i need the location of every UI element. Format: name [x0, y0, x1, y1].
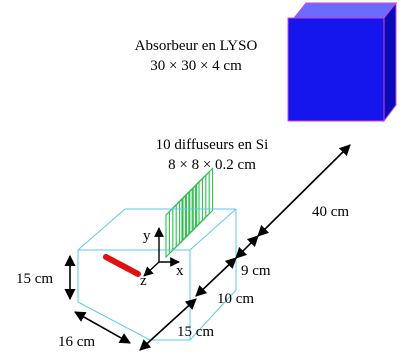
y-axis-label: y [143, 228, 151, 244]
absorber-slab [287, 1, 398, 123]
source-box [77, 208, 237, 341]
scatterer-stack [165, 167, 214, 259]
box-width-arrow [74, 311, 131, 344]
z-axis-arrow [143, 261, 160, 277]
scatterer-distance-arrow [235, 235, 259, 259]
absorber-dimensions: 30 × 30 × 4 cm [150, 58, 242, 74]
scatterer-plane [196, 167, 214, 228]
box-distance-label: 10 cm [217, 291, 254, 307]
z-axis-label: z [140, 273, 147, 289]
box-depth-label: 15 cm [177, 324, 214, 340]
absorber-title: Absorbeur en LYSO [135, 38, 258, 54]
box-distance-arrow [195, 257, 237, 297]
absorber-distance-label: 40 cm [312, 204, 349, 220]
box-width-label: 16 cm [58, 334, 95, 350]
coordinate-axes [143, 227, 180, 277]
x-axis-label: x [176, 263, 184, 279]
absorber-distance-arrow [257, 144, 351, 237]
source-rod [103, 254, 141, 277]
box-height-label: 15 cm [16, 271, 53, 287]
scatterer-distance-label: 9 cm [241, 263, 271, 279]
absorber-front-face [287, 17, 385, 122]
scatterers-title: 10 diffuseurs en Si [156, 137, 269, 153]
box-depth-arrow [139, 298, 197, 351]
scatterers-dimensions: 8 × 8 × 0.2 cm [168, 157, 256, 173]
